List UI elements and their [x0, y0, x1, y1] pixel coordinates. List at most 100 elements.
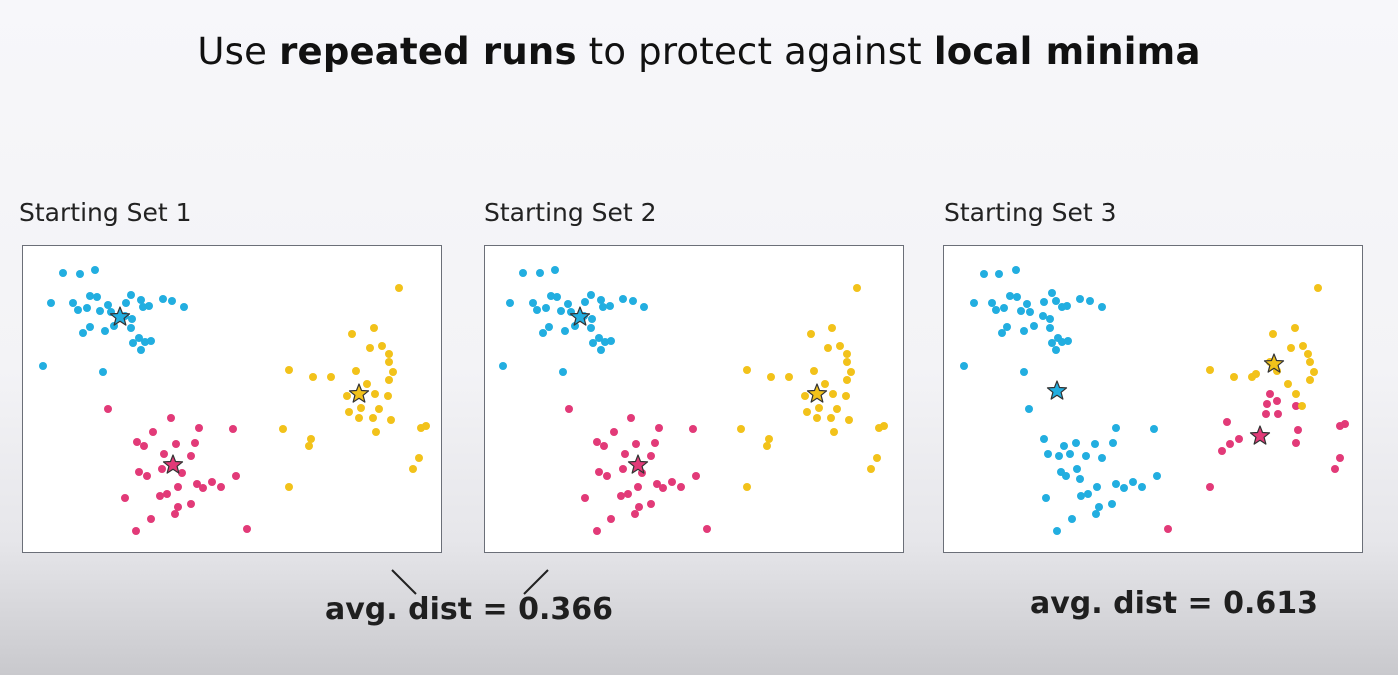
cyan-data-point	[83, 304, 91, 312]
yellow-data-point	[842, 392, 850, 400]
yellow-data-point	[767, 373, 775, 381]
title-part-bold: local minima	[933, 30, 1201, 73]
cyan-data-point	[127, 291, 135, 299]
yellow-data-point	[737, 425, 745, 433]
cyan-data-point	[1108, 500, 1116, 508]
cyan-data-point	[1012, 266, 1020, 274]
yellow-centroid-star-icon	[348, 383, 370, 403]
cyan-data-point	[91, 266, 99, 274]
yellow-data-point	[875, 424, 883, 432]
yellow-data-point	[827, 414, 835, 422]
magenta-centroid-star-icon	[1249, 425, 1271, 445]
yellow-data-point	[371, 390, 379, 398]
panel-2-label: Starting Set 2	[484, 198, 657, 227]
yellow-data-point	[370, 324, 378, 332]
cyan-data-point	[597, 296, 605, 304]
magenta-data-point	[600, 442, 608, 450]
cyan-data-point	[519, 269, 527, 277]
yellow-data-point	[853, 284, 861, 292]
magenta-data-point	[655, 424, 663, 432]
yellow-data-point	[363, 380, 371, 388]
cyan-data-point	[1055, 452, 1063, 460]
magenta-data-point	[627, 414, 635, 422]
magenta-data-point	[187, 452, 195, 460]
yellow-data-point	[810, 367, 818, 375]
cyan-data-point	[39, 362, 47, 370]
magenta-data-point	[619, 465, 627, 473]
cyan-data-point	[1006, 292, 1014, 300]
magenta-data-point	[229, 425, 237, 433]
magenta-data-point	[174, 483, 182, 491]
yellow-data-point	[1269, 330, 1277, 338]
yellow-data-point	[285, 366, 293, 374]
cyan-data-point	[137, 346, 145, 354]
magenta-data-point	[632, 440, 640, 448]
cyan-data-point	[536, 269, 544, 277]
title-part: to protect against	[576, 30, 934, 73]
cyan-data-point	[601, 338, 609, 346]
magenta-data-point	[1331, 465, 1339, 473]
magenta-data-point	[149, 428, 157, 436]
yellow-data-point	[843, 376, 851, 384]
magenta-data-point	[133, 438, 141, 446]
magenta-data-point	[581, 494, 589, 502]
magenta-data-point	[143, 472, 151, 480]
avg-dist-result-2: avg. dist = 0.613	[1030, 586, 1318, 621]
scatter-plot-3	[960, 266, 1349, 535]
yellow-data-point	[384, 392, 392, 400]
cyan-data-point	[1077, 492, 1085, 500]
yellow-data-point	[348, 330, 356, 338]
cyan-data-point	[547, 292, 555, 300]
cyan-data-point	[1058, 303, 1066, 311]
cyan-data-point	[545, 323, 553, 331]
yellow-data-point	[801, 392, 809, 400]
magenta-data-point	[160, 450, 168, 458]
scatter-panel-1	[22, 245, 442, 553]
cyan-data-point	[1066, 450, 1074, 458]
yellow-data-point	[833, 405, 841, 413]
yellow-data-point	[1310, 368, 1318, 376]
magenta-data-point	[593, 527, 601, 535]
cyan-data-point	[1000, 304, 1008, 312]
magenta-data-point	[659, 484, 667, 492]
magenta-data-point	[621, 450, 629, 458]
cyan-data-point	[1060, 442, 1068, 450]
cyan-data-point	[1153, 472, 1161, 480]
magenta-data-point	[191, 439, 199, 447]
magenta-centroid-star-icon	[162, 454, 184, 474]
yellow-data-point	[372, 428, 380, 436]
yellow-data-point	[807, 330, 815, 338]
cyan-data-point	[607, 337, 615, 345]
cyan-data-point	[995, 270, 1003, 278]
cyan-data-point	[1048, 289, 1056, 297]
yellow-data-point	[355, 414, 363, 422]
cyan-data-point	[1098, 303, 1106, 311]
magenta-data-point	[603, 472, 611, 480]
magenta-data-point	[1206, 483, 1214, 491]
cyan-data-point	[1112, 480, 1120, 488]
yellow-data-point	[1284, 380, 1292, 388]
cyan-data-point	[1025, 405, 1033, 413]
yellow-data-point	[813, 414, 821, 422]
magenta-data-point	[232, 472, 240, 480]
yellow-data-point	[743, 366, 751, 374]
magenta-data-point	[147, 515, 155, 523]
cyan-data-point	[86, 323, 94, 331]
cyan-data-point	[1020, 368, 1028, 376]
cyan-data-point	[1068, 515, 1076, 523]
yellow-data-point	[1304, 350, 1312, 358]
cyan-data-point	[1046, 324, 1054, 332]
cyan-data-point	[506, 299, 514, 307]
magenta-data-point	[692, 472, 700, 480]
cyan-data-point	[137, 296, 145, 304]
yellow-data-point	[1252, 370, 1260, 378]
cyan-data-point	[559, 368, 567, 376]
yellow-data-point	[815, 404, 823, 412]
slide-title: Use repeated runs to protect against loc…	[0, 30, 1398, 73]
yellow-data-point	[409, 465, 417, 473]
magenta-data-point	[135, 468, 143, 476]
magenta-data-point	[651, 439, 659, 447]
cyan-data-point	[970, 299, 978, 307]
cyan-data-point	[529, 299, 537, 307]
yellow-data-point	[385, 350, 393, 358]
